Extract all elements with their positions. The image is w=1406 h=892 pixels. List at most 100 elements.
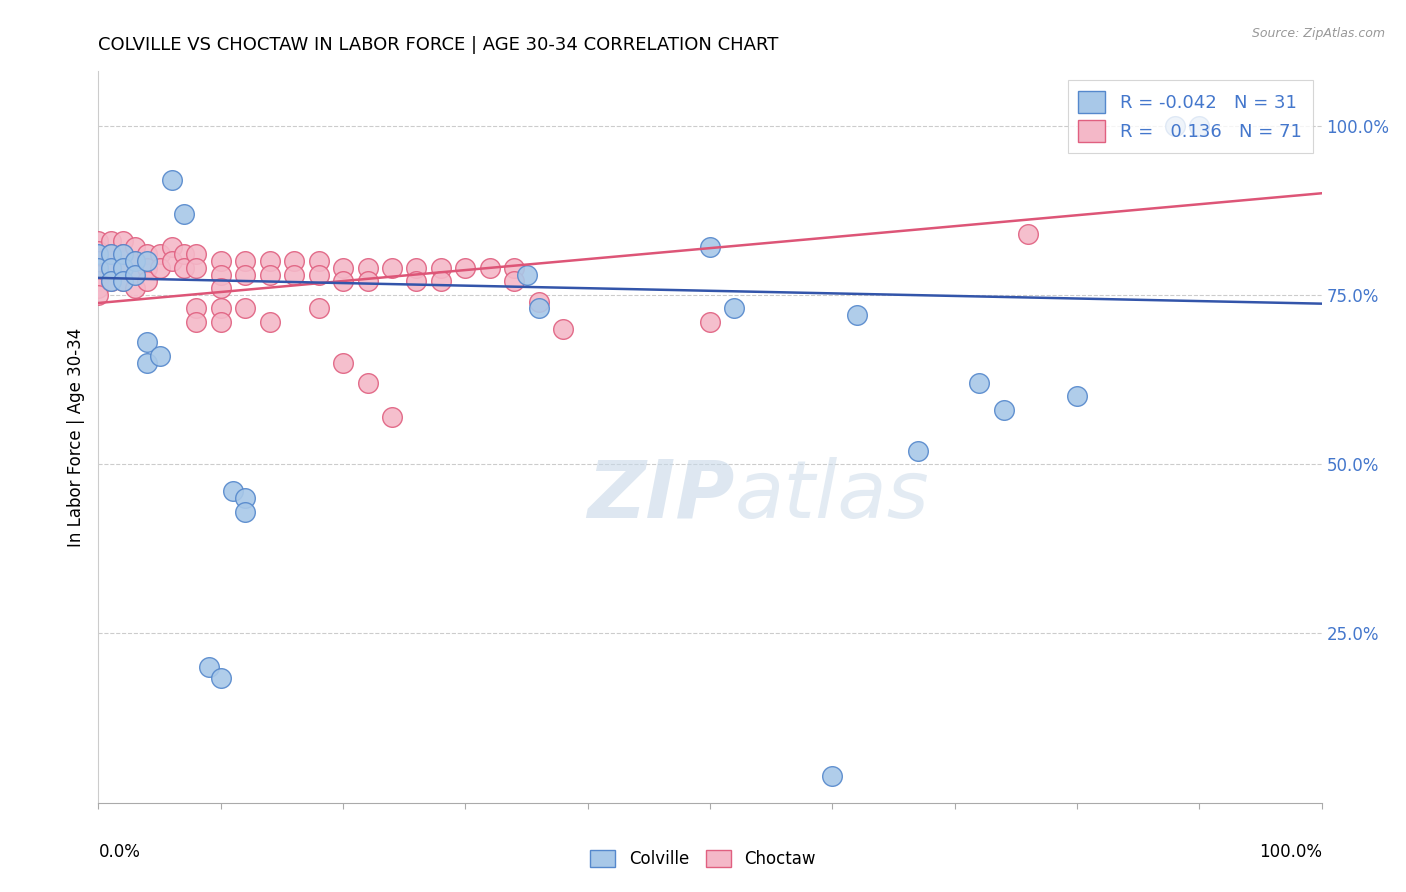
Point [87, 254, 110, 268]
Point [124, 254, 146, 268]
Point [111, 247, 134, 261]
Point [1066, 389, 1088, 403]
Point [186, 247, 208, 261]
Point [209, 671, 232, 685]
Point [356, 260, 378, 275]
Point [87, 288, 110, 302]
Point [209, 268, 232, 282]
Text: 100.0%: 100.0% [1258, 843, 1322, 861]
Point [845, 308, 868, 322]
Point [149, 247, 172, 261]
Point [87, 247, 110, 261]
Point [160, 240, 183, 254]
Point [100, 247, 122, 261]
Point [308, 268, 330, 282]
Point [405, 274, 427, 288]
Text: ZIP: ZIP [588, 457, 734, 534]
Point [160, 172, 183, 186]
Point [222, 484, 245, 499]
Point [503, 274, 526, 288]
Point [209, 281, 232, 295]
Point [124, 281, 146, 295]
Point [332, 260, 354, 275]
Point [124, 240, 146, 254]
Point [160, 254, 183, 268]
Text: COLVILLE VS CHOCTAW IN LABOR FORCE | AGE 30-34 CORRELATION CHART: COLVILLE VS CHOCTAW IN LABOR FORCE | AGE… [98, 36, 779, 54]
Point [87, 244, 110, 258]
Point [87, 281, 110, 295]
Point [699, 315, 721, 329]
Point [87, 260, 110, 275]
Point [186, 315, 208, 329]
Point [233, 268, 256, 282]
Point [111, 247, 134, 261]
Point [136, 254, 159, 268]
Point [100, 234, 122, 248]
Y-axis label: In Labor Force | Age 30-34: In Labor Force | Age 30-34 [66, 327, 84, 547]
Point [186, 260, 208, 275]
Point [87, 274, 110, 288]
Point [124, 254, 146, 268]
Point [111, 234, 134, 248]
Point [233, 254, 256, 268]
Point [149, 349, 172, 363]
Point [283, 254, 305, 268]
Point [173, 247, 195, 261]
Point [907, 443, 929, 458]
Point [503, 260, 526, 275]
Point [283, 268, 305, 282]
Point [553, 322, 575, 336]
Text: 0.0%: 0.0% [98, 843, 141, 861]
Point [197, 660, 219, 674]
Point [87, 260, 110, 275]
Point [967, 376, 990, 390]
Point [111, 274, 134, 288]
Point [233, 505, 256, 519]
Point [136, 335, 159, 350]
Point [454, 260, 477, 275]
Point [821, 769, 844, 783]
Point [699, 240, 721, 254]
Point [111, 274, 134, 288]
Legend: R = -0.042   N = 31, R =   0.136   N = 71: R = -0.042 N = 31, R = 0.136 N = 71 [1067, 80, 1313, 153]
Point [1017, 227, 1039, 241]
Point [100, 260, 122, 275]
Point [332, 355, 354, 369]
Point [1188, 119, 1211, 133]
Point [149, 260, 172, 275]
Point [259, 254, 281, 268]
Point [430, 260, 453, 275]
Point [111, 260, 134, 275]
Point [233, 301, 256, 316]
Legend: Colville, Choctaw: Colville, Choctaw [583, 843, 823, 875]
Point [87, 268, 110, 282]
Point [136, 260, 159, 275]
Point [136, 355, 159, 369]
Point [478, 260, 501, 275]
Point [100, 274, 122, 288]
Point [173, 206, 195, 220]
Point [356, 376, 378, 390]
Point [515, 268, 537, 282]
Point [209, 301, 232, 316]
Point [186, 301, 208, 316]
Point [308, 301, 330, 316]
Text: Source: ZipAtlas.com: Source: ZipAtlas.com [1251, 27, 1385, 40]
Point [381, 409, 404, 424]
Point [87, 234, 110, 248]
Point [209, 254, 232, 268]
Point [332, 274, 354, 288]
Point [100, 274, 122, 288]
Point [209, 315, 232, 329]
Point [100, 260, 122, 275]
Point [308, 254, 330, 268]
Point [124, 268, 146, 282]
Point [430, 274, 453, 288]
Point [1164, 119, 1187, 133]
Point [124, 268, 146, 282]
Point [136, 247, 159, 261]
Point [527, 294, 550, 309]
Point [381, 260, 404, 275]
Point [723, 301, 745, 316]
Point [233, 491, 256, 505]
